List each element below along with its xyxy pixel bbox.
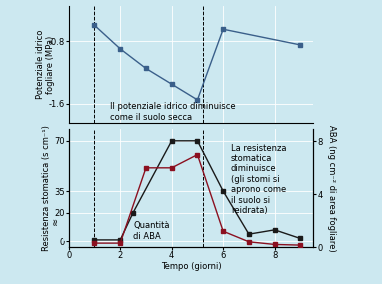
Text: Quantità
di ABA: Quantità di ABA bbox=[133, 221, 170, 241]
Text: Il potenziale idrico diminuisce
come il suolo secca: Il potenziale idrico diminuisce come il … bbox=[110, 102, 236, 122]
X-axis label: Tempo (giorni): Tempo (giorni) bbox=[161, 262, 221, 271]
Y-axis label: Potenziale idrico
fogliare (MPa): Potenziale idrico fogliare (MPa) bbox=[36, 30, 55, 99]
Y-axis label: Resistenza stomatica (s cm⁻¹): Resistenza stomatica (s cm⁻¹) bbox=[42, 125, 51, 251]
Text: La resistenza
stomatica
diminuisce
(gli stomi si
aprono come
il suolo si
reidrat: La resistenza stomatica diminuisce (gli … bbox=[231, 144, 286, 215]
Text: ≈: ≈ bbox=[50, 217, 60, 225]
Y-axis label: ABA (ng cm⁻² di area fogliare): ABA (ng cm⁻² di area fogliare) bbox=[327, 125, 336, 252]
